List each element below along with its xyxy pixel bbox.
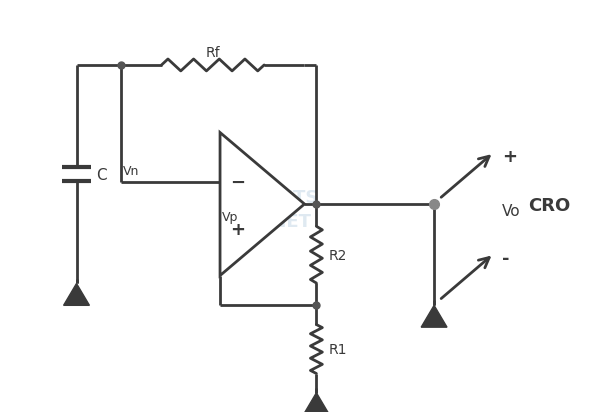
Polygon shape xyxy=(421,306,447,328)
Text: Vo: Vo xyxy=(502,204,520,219)
Text: +: + xyxy=(230,220,245,238)
Polygon shape xyxy=(304,393,329,413)
Polygon shape xyxy=(64,284,89,306)
Text: Vp: Vp xyxy=(222,211,238,224)
Text: C: C xyxy=(97,167,107,182)
Text: -: - xyxy=(502,249,509,267)
Polygon shape xyxy=(220,133,304,276)
Text: Rf: Rf xyxy=(206,46,220,60)
Text: Vn: Vn xyxy=(123,164,140,177)
Text: −: − xyxy=(230,174,245,192)
Text: R2: R2 xyxy=(329,248,347,262)
Text: CRO: CRO xyxy=(529,197,571,214)
Text: CIRCUITS
PLANET: CIRCUITS PLANET xyxy=(226,189,319,230)
Text: R1: R1 xyxy=(329,342,347,356)
Text: +: + xyxy=(502,148,517,166)
